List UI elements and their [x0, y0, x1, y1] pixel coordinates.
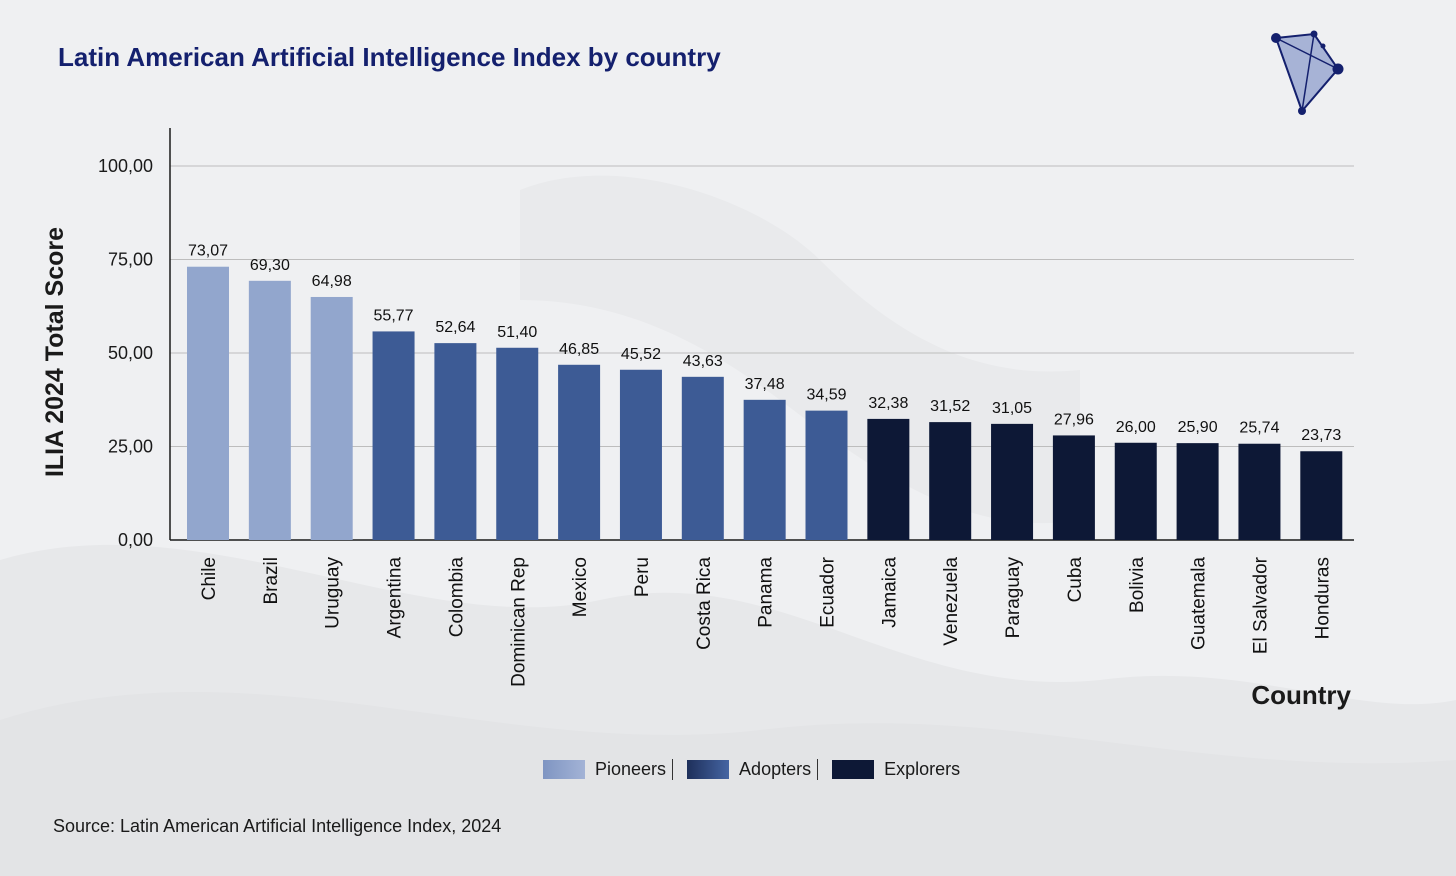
- x-tick-label: Bolivia: [1127, 557, 1148, 613]
- x-tick-label: Mexico: [570, 557, 591, 617]
- legend-separator: [817, 758, 819, 780]
- bar-value-label: 26,00: [1116, 419, 1156, 436]
- bar-value-label: 25,90: [1178, 419, 1218, 436]
- legend-separator: [672, 758, 674, 780]
- bar: [619, 369, 662, 540]
- x-tick-label: Guatemala: [1189, 557, 1210, 650]
- bar-value-label: 34,59: [806, 387, 846, 404]
- y-tick-label: 50,00: [108, 343, 153, 363]
- x-tick-label: Honduras: [1312, 557, 1333, 639]
- bar: [310, 296, 353, 540]
- bar: [434, 343, 477, 540]
- x-tick-label: Ecuador: [818, 556, 839, 627]
- bar-value-label: 52,64: [435, 319, 475, 336]
- bar: [558, 364, 601, 540]
- bar-value-label: 51,40: [497, 324, 537, 341]
- bar-value-label: 27,96: [1054, 411, 1094, 428]
- bar-value-label: 31,52: [930, 398, 970, 415]
- bar-value-label: 55,77: [374, 307, 414, 324]
- legend-item-explorers: Explorers: [832, 759, 960, 780]
- x-tick-label: Uruguay: [323, 557, 344, 629]
- x-tick-label: Jamaica: [879, 557, 900, 628]
- bar: [867, 418, 910, 540]
- legend-label-explorers: Explorers: [884, 758, 961, 779]
- x-tick-label: Cuba: [1065, 557, 1086, 603]
- x-tick-label: Brazil: [261, 557, 282, 605]
- x-tick-label: Panama: [756, 557, 777, 628]
- x-tick-label: Chile: [199, 557, 220, 600]
- y-tick-label: 100,00: [98, 156, 153, 176]
- bar: [991, 423, 1034, 540]
- bar-value-label: 64,98: [312, 273, 352, 290]
- x-tick-label: Colombia: [446, 557, 467, 638]
- legend-item-pioneers: Pioneers: [543, 759, 666, 780]
- legend-swatch-pioneers: [543, 759, 585, 779]
- chart-title: Latin American Artificial Intelligence I…: [58, 42, 721, 72]
- bar-value-label: 43,63: [683, 353, 723, 370]
- bar-value-label: 46,85: [559, 341, 599, 358]
- x-tick-label: Venezuela: [941, 557, 962, 646]
- bar: [372, 331, 415, 540]
- bar-value-label: 23,73: [1301, 427, 1341, 444]
- x-axis-title: Country: [1251, 680, 1351, 710]
- bar-value-label: 69,30: [250, 257, 290, 274]
- bar: [681, 376, 724, 540]
- legend-swatch-adopters: [687, 759, 730, 779]
- bar: [1176, 443, 1219, 540]
- bar: [743, 399, 786, 540]
- bar-value-label: 73,07: [188, 243, 228, 260]
- source-note: Source: Latin American Artificial Intell…: [53, 816, 502, 836]
- bar: [1238, 443, 1281, 540]
- y-tick-label: 0,00: [118, 530, 153, 550]
- bar: [496, 347, 539, 540]
- triangle-network-logo-icon: [1271, 30, 1344, 115]
- bar-value-label: 37,48: [745, 376, 785, 393]
- x-tick-label: El Salvador: [1250, 556, 1271, 654]
- x-tick-label: Peru: [632, 557, 653, 597]
- legend-item-adopters: Adopters: [687, 759, 811, 780]
- bar: [805, 410, 848, 540]
- x-tick-label: Costa Rica: [694, 557, 715, 650]
- x-tick-label: Paraguay: [1003, 557, 1024, 639]
- chart-legend: Pioneers Adopters Explorers: [543, 757, 960, 781]
- y-tick-label: 75,00: [108, 250, 153, 270]
- bar: [929, 422, 972, 540]
- bar: [248, 280, 291, 540]
- bar-value-label: 31,05: [992, 400, 1032, 417]
- legend-swatch-explorers: [832, 759, 875, 779]
- y-tick-label: 25,00: [108, 437, 153, 457]
- y-axis-title: ILIA 2024 Total Score: [41, 227, 69, 477]
- bar: [1114, 442, 1157, 540]
- bar: [1300, 451, 1343, 540]
- x-tick-label: Dominican Rep: [508, 557, 529, 687]
- bar-value-label: 25,74: [1239, 420, 1279, 437]
- legend-label-pioneers: Pioneers: [595, 758, 667, 779]
- legend-label-adopters: Adopters: [739, 758, 812, 779]
- x-tick-label: Argentina: [385, 557, 406, 639]
- bar-value-label: 32,38: [868, 395, 908, 412]
- bar-value-label: 45,52: [621, 346, 661, 363]
- bar: [187, 266, 229, 540]
- bar: [1052, 435, 1095, 540]
